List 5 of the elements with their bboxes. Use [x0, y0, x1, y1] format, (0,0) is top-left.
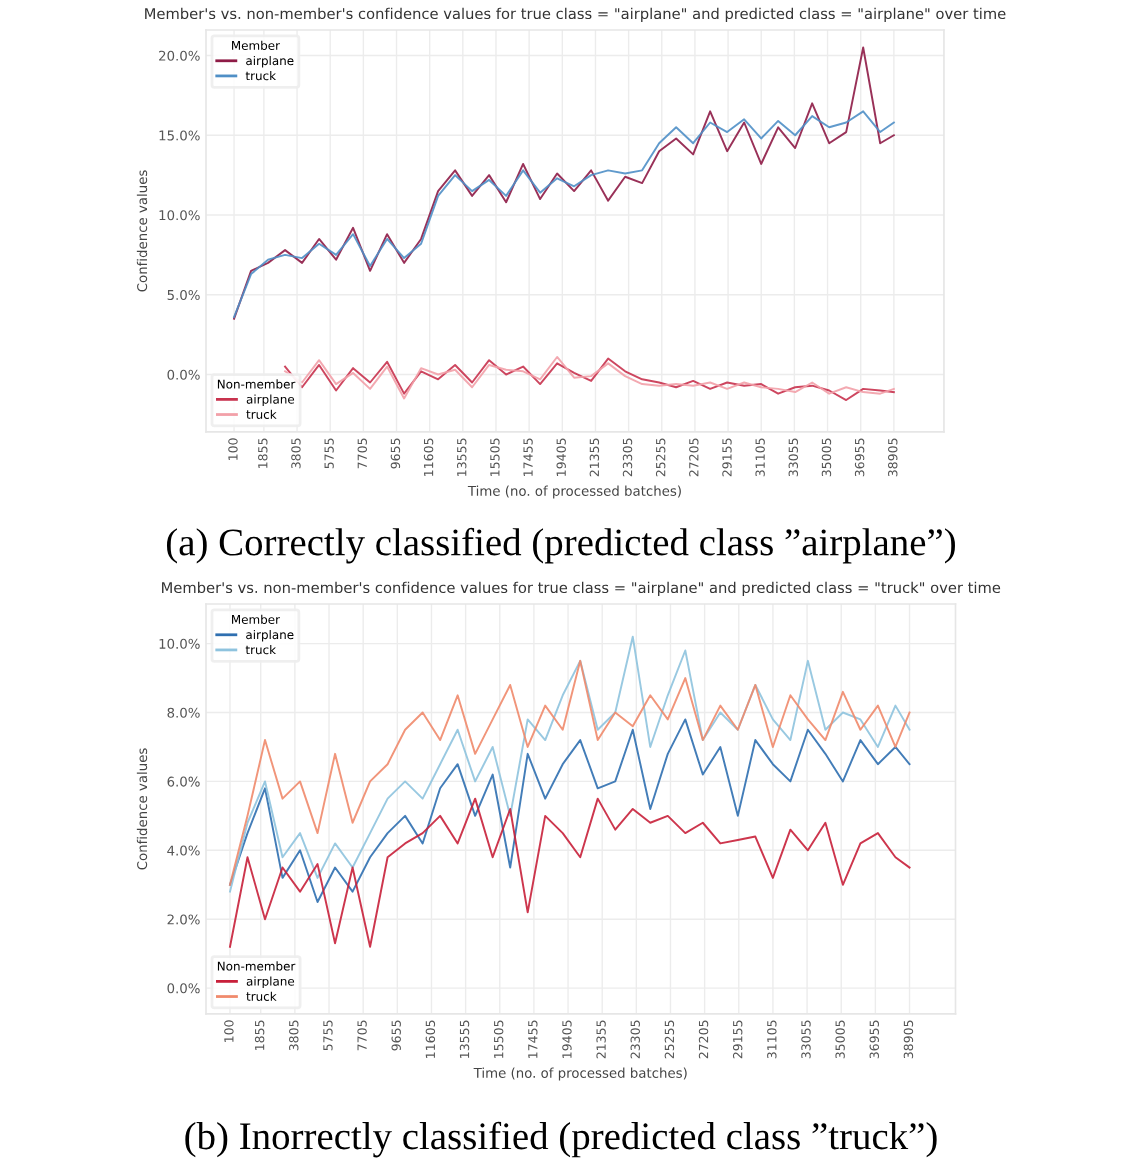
line-series [233, 110, 895, 319]
line-series [233, 46, 895, 320]
line-series [229, 797, 911, 948]
text: (b) Inorrectly classified (predicted class ”truck”) [185, 1121, 937, 1158]
text: (a) Correctly classified (predicted class ”airplane”) [166, 527, 955, 564]
